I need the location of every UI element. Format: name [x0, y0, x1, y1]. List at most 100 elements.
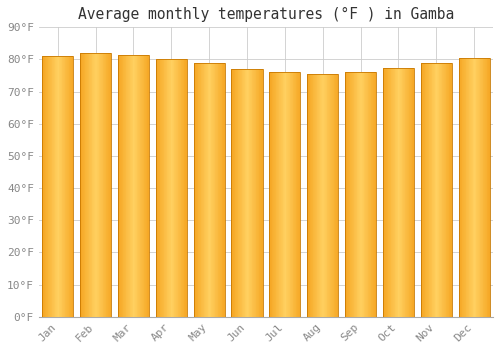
Bar: [146, 55, 148, 317]
Bar: [318, 74, 319, 317]
Bar: [54, 56, 56, 317]
Bar: [128, 55, 129, 317]
Bar: [212, 63, 213, 317]
Bar: [421, 63, 452, 317]
Bar: [322, 74, 324, 317]
Bar: [437, 63, 438, 317]
Bar: [464, 58, 465, 317]
Bar: [426, 63, 427, 317]
Bar: [142, 55, 143, 317]
Bar: [49, 56, 50, 317]
Bar: [386, 68, 387, 317]
Bar: [257, 69, 258, 317]
Bar: [139, 55, 140, 317]
Bar: [450, 63, 451, 317]
Bar: [83, 53, 84, 317]
Bar: [383, 68, 384, 317]
Bar: [408, 68, 410, 317]
Bar: [458, 58, 460, 317]
Bar: [364, 72, 365, 317]
Bar: [399, 68, 400, 317]
Bar: [295, 72, 296, 317]
Bar: [326, 74, 328, 317]
Bar: [240, 69, 241, 317]
Bar: [96, 53, 97, 317]
Bar: [87, 53, 88, 317]
Bar: [140, 55, 141, 317]
Bar: [209, 63, 210, 317]
Bar: [58, 56, 59, 317]
Bar: [46, 56, 47, 317]
Bar: [359, 72, 360, 317]
Bar: [321, 74, 322, 317]
Bar: [223, 63, 224, 317]
Bar: [273, 72, 274, 317]
Bar: [183, 60, 184, 317]
Bar: [466, 58, 467, 317]
Bar: [247, 69, 248, 317]
Bar: [42, 56, 43, 317]
Bar: [433, 63, 434, 317]
Bar: [184, 60, 186, 317]
Bar: [291, 72, 292, 317]
Bar: [186, 60, 187, 317]
Bar: [385, 68, 386, 317]
Bar: [403, 68, 404, 317]
Bar: [100, 53, 101, 317]
Bar: [431, 63, 432, 317]
Bar: [458, 58, 490, 317]
Bar: [233, 69, 234, 317]
Bar: [66, 56, 67, 317]
Bar: [324, 74, 325, 317]
Bar: [80, 53, 111, 317]
Bar: [280, 72, 281, 317]
Bar: [143, 55, 144, 317]
Bar: [442, 63, 444, 317]
Bar: [127, 55, 128, 317]
Bar: [232, 69, 262, 317]
Bar: [135, 55, 136, 317]
Bar: [272, 72, 273, 317]
Bar: [397, 68, 398, 317]
Bar: [307, 74, 308, 317]
Bar: [195, 63, 196, 317]
Bar: [253, 69, 254, 317]
Bar: [251, 69, 252, 317]
Bar: [312, 74, 314, 317]
Bar: [422, 63, 423, 317]
Bar: [160, 60, 161, 317]
Bar: [432, 63, 433, 317]
Bar: [277, 72, 278, 317]
Bar: [434, 63, 436, 317]
Bar: [410, 68, 411, 317]
Bar: [281, 72, 282, 317]
Bar: [474, 58, 475, 317]
Bar: [335, 74, 336, 317]
Bar: [276, 72, 277, 317]
Bar: [286, 72, 287, 317]
Bar: [260, 69, 261, 317]
Bar: [174, 60, 175, 317]
Bar: [427, 63, 428, 317]
Bar: [412, 68, 413, 317]
Bar: [244, 69, 246, 317]
Bar: [159, 60, 160, 317]
Bar: [217, 63, 218, 317]
Bar: [356, 72, 358, 317]
Bar: [204, 63, 206, 317]
Bar: [387, 68, 388, 317]
Bar: [199, 63, 200, 317]
Bar: [400, 68, 402, 317]
Bar: [384, 68, 385, 317]
Bar: [468, 58, 469, 317]
Bar: [64, 56, 66, 317]
Bar: [355, 72, 356, 317]
Bar: [328, 74, 329, 317]
Bar: [438, 63, 440, 317]
Bar: [158, 60, 159, 317]
Bar: [47, 56, 48, 317]
Bar: [330, 74, 331, 317]
Bar: [163, 60, 164, 317]
Bar: [282, 72, 284, 317]
Bar: [407, 68, 408, 317]
